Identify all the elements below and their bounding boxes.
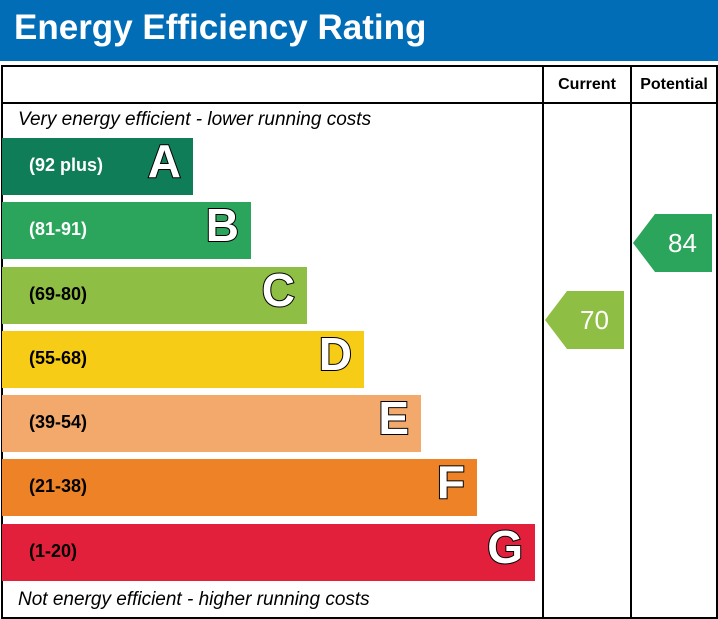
- current-rating-arrow: 70: [545, 291, 624, 349]
- band-letter: F: [436, 455, 466, 509]
- bottom-note: Not energy efficient - higher running co…: [18, 589, 370, 610]
- arrow-shape: 70: [545, 291, 624, 349]
- arrow-shape: 84: [633, 214, 712, 272]
- band-range: (81-91): [29, 219, 88, 239]
- band-bar-g: (1-20) G: [2, 520, 535, 581]
- band-bar-f: (21-38) F: [2, 455, 477, 516]
- band-bar-c: (69-80) C: [2, 263, 307, 324]
- potential-column-header: Potential: [640, 76, 708, 93]
- potential-rating-value: 84: [668, 228, 697, 258]
- band-range: (92 plus): [29, 155, 104, 175]
- band-letter: C: [261, 263, 296, 317]
- band-letter: A: [147, 134, 182, 188]
- band-bar-d: (55-68) D: [2, 327, 364, 388]
- header-bar: Energy Efficiency Rating: [0, 0, 718, 61]
- band-bar-a: (92 plus) A: [2, 134, 193, 195]
- band-letter: B: [205, 198, 240, 252]
- band-bar-b: (81-91) B: [2, 198, 251, 259]
- band-letter: D: [318, 327, 353, 381]
- band-letter: G: [486, 520, 524, 574]
- band-range: (39-54): [29, 412, 88, 432]
- band-bar-e: (39-54) E: [2, 391, 421, 452]
- potential-rating-arrow: 84: [633, 214, 712, 272]
- page-title: Energy Efficiency Rating: [14, 8, 427, 47]
- current-rating-value: 70: [580, 305, 609, 335]
- band-range: (55-68): [29, 348, 88, 368]
- band-range: (69-80): [29, 284, 88, 304]
- band-range: (21-38): [29, 476, 88, 496]
- column-divider: [630, 67, 632, 617]
- band-range: (1-20): [29, 541, 78, 561]
- header-divider: [3, 102, 716, 104]
- top-note: Very energy efficient - lower running co…: [18, 109, 372, 130]
- band-letter: E: [377, 391, 410, 445]
- column-divider: [542, 67, 544, 617]
- current-column-header: Current: [558, 76, 616, 93]
